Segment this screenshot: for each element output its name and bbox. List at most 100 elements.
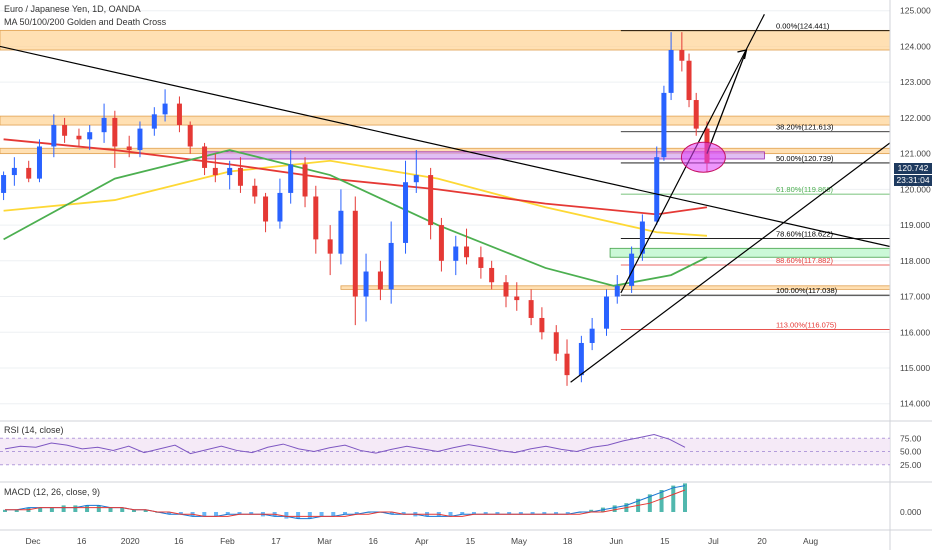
macd-histogram-bar: [225, 512, 230, 515]
candle-body: [101, 117, 107, 133]
candle-body: [212, 167, 218, 176]
price-tick-label: 117.000: [900, 292, 930, 302]
macd-histogram-bar: [530, 512, 535, 515]
candle-body: [528, 300, 534, 318]
price-tick-label: 125.000: [900, 6, 931, 16]
macd-histogram-bar: [460, 512, 465, 515]
candle-body: [62, 125, 68, 136]
rsi-tick-label: 25.00: [900, 460, 922, 470]
zone-orange: [0, 29, 891, 51]
macd-tick-label: 0.000: [900, 507, 922, 517]
fib-level-label: 61.80%(119.866): [776, 185, 833, 194]
macd-histogram-bar: [131, 509, 136, 512]
candle-body: [661, 92, 667, 158]
candle-body: [187, 125, 193, 147]
candle-body: [639, 221, 645, 254]
price-tick-label: 120.000: [900, 184, 931, 194]
time-tick-label: 15: [466, 536, 476, 546]
price-tick-label: 122.000: [900, 113, 931, 123]
candle-body: [126, 146, 132, 151]
candle-body: [137, 128, 143, 151]
countdown-tag: 23:31:04: [894, 175, 932, 186]
trendline: [570, 142, 891, 383]
fib-level-label: 0.00%(124.441): [776, 22, 830, 31]
candle-body: [478, 257, 484, 268]
candle-body: [614, 285, 620, 297]
time-tick-label: 20: [757, 536, 767, 546]
candle-body: [464, 246, 470, 258]
candle-body: [668, 50, 674, 93]
ma100-line: [3, 159, 708, 237]
rsi-tick-label: 50.00: [900, 447, 922, 457]
candle-body: [327, 239, 333, 254]
macd-histogram-bar: [108, 507, 113, 512]
candle-body: [589, 328, 595, 343]
macd-histogram-bar: [401, 512, 406, 515]
projection-arrow-head: [737, 49, 748, 60]
candle-body: [388, 242, 394, 290]
candle-body: [352, 210, 358, 297]
macd-histogram-bar: [671, 485, 676, 512]
time-tick-label: May: [511, 536, 528, 546]
macd-histogram-bar: [683, 483, 687, 512]
macd-histogram-bar: [96, 505, 101, 512]
fib-level-label: 100.00%(117.038): [776, 286, 838, 295]
price-tick-label: 124.000: [900, 41, 931, 51]
indicator-title: MA 50/100/200 Golden and Death Cross: [4, 17, 167, 27]
candle-body: [26, 167, 32, 179]
time-tick-label: Dec: [25, 536, 41, 546]
macd-histogram-bar: [143, 509, 148, 512]
time-tick-label: 15: [660, 536, 670, 546]
macd-histogram-bar: [448, 512, 453, 517]
macd-histogram-bar: [85, 505, 90, 512]
candle-body: [288, 164, 294, 193]
candle-body: [151, 114, 157, 129]
candle-body: [51, 125, 57, 147]
macd-histogram-bar: [214, 512, 219, 517]
macd-histogram-bar: [612, 505, 617, 512]
macd-histogram-bar: [554, 512, 559, 515]
zone-orange: [0, 115, 891, 126]
candle-body: [87, 132, 93, 140]
macd-histogram-bar: [296, 512, 301, 519]
candle-body: [76, 135, 82, 140]
candle-body: [313, 196, 319, 240]
macd-signal-line: [5, 489, 686, 517]
macd-histogram-bar: [249, 512, 254, 515]
macd-histogram-bar: [518, 512, 523, 515]
macd-histogram-bar: [659, 490, 664, 512]
zone-green: [609, 247, 891, 258]
macd-histogram-bar: [495, 512, 500, 515]
candle-body: [564, 353, 570, 376]
last-price-tag: 120.742: [894, 163, 932, 174]
symbol-title: Euro / Japanese Yen, 1D, OANDA: [4, 4, 141, 14]
macd-histogram-bar: [73, 505, 78, 512]
candle-body: [603, 296, 609, 329]
candle-body: [176, 103, 182, 126]
candle-body: [263, 196, 269, 222]
candle-body: [413, 175, 419, 183]
candle-body: [539, 317, 545, 333]
time-tick-label: 16: [368, 536, 378, 546]
candle-body: [302, 164, 308, 197]
macd-histogram-bar: [38, 507, 43, 512]
fib-level-label: 88.60%(117.882): [776, 256, 833, 265]
candle-body: [277, 192, 283, 222]
macd-histogram-bar: [284, 512, 289, 519]
candle-body: [202, 146, 208, 168]
fib-level-label: 113.00%(116.075): [776, 321, 837, 330]
fib-level-label: 38.20%(121.613): [776, 123, 834, 132]
macd-histogram-bar: [61, 505, 66, 512]
macd-histogram-bar: [589, 509, 594, 512]
price-tick-label: 118.000: [900, 256, 930, 266]
candle-body: [654, 157, 660, 222]
macd-histogram-bar: [49, 507, 54, 512]
candle-body: [489, 267, 495, 283]
macd-histogram-bar: [389, 512, 394, 515]
trendline: [0, 45, 891, 248]
highlight-circle: [680, 141, 726, 173]
macd-histogram-bar: [471, 512, 476, 515]
time-tick-label: Apr: [415, 536, 428, 546]
